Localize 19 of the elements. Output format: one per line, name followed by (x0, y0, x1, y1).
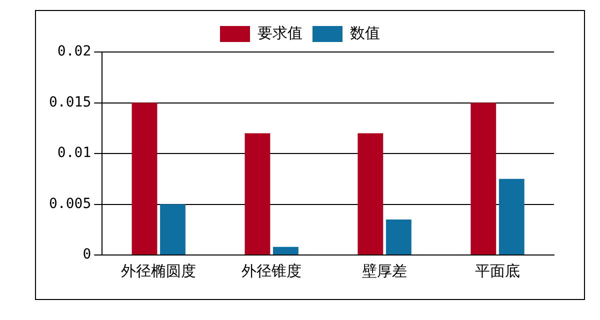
y-tick-label: 0.015 (48, 94, 92, 110)
x-tick-label: 平面底 (475, 262, 520, 280)
bar (244, 133, 270, 254)
bar (160, 204, 186, 254)
bar (358, 133, 384, 254)
bar (470, 102, 496, 254)
y-tick-label: 0.02 (57, 44, 92, 60)
x-tick-label: 外径锥度 (242, 262, 302, 280)
y-tick-label: 0 (82, 246, 92, 263)
bar (498, 178, 524, 254)
x-tick-label: 外径椭圆度 (121, 262, 196, 280)
y-tick-label: 0.005 (48, 196, 92, 212)
x-tick-label: 壁厚差 (362, 262, 408, 280)
bar (273, 246, 298, 254)
bar (132, 102, 158, 254)
legend-label: 数值 (350, 24, 380, 42)
bar (386, 219, 412, 254)
y-tick-label: 0.01 (57, 145, 92, 162)
legend-label: 要求值 (258, 24, 302, 42)
